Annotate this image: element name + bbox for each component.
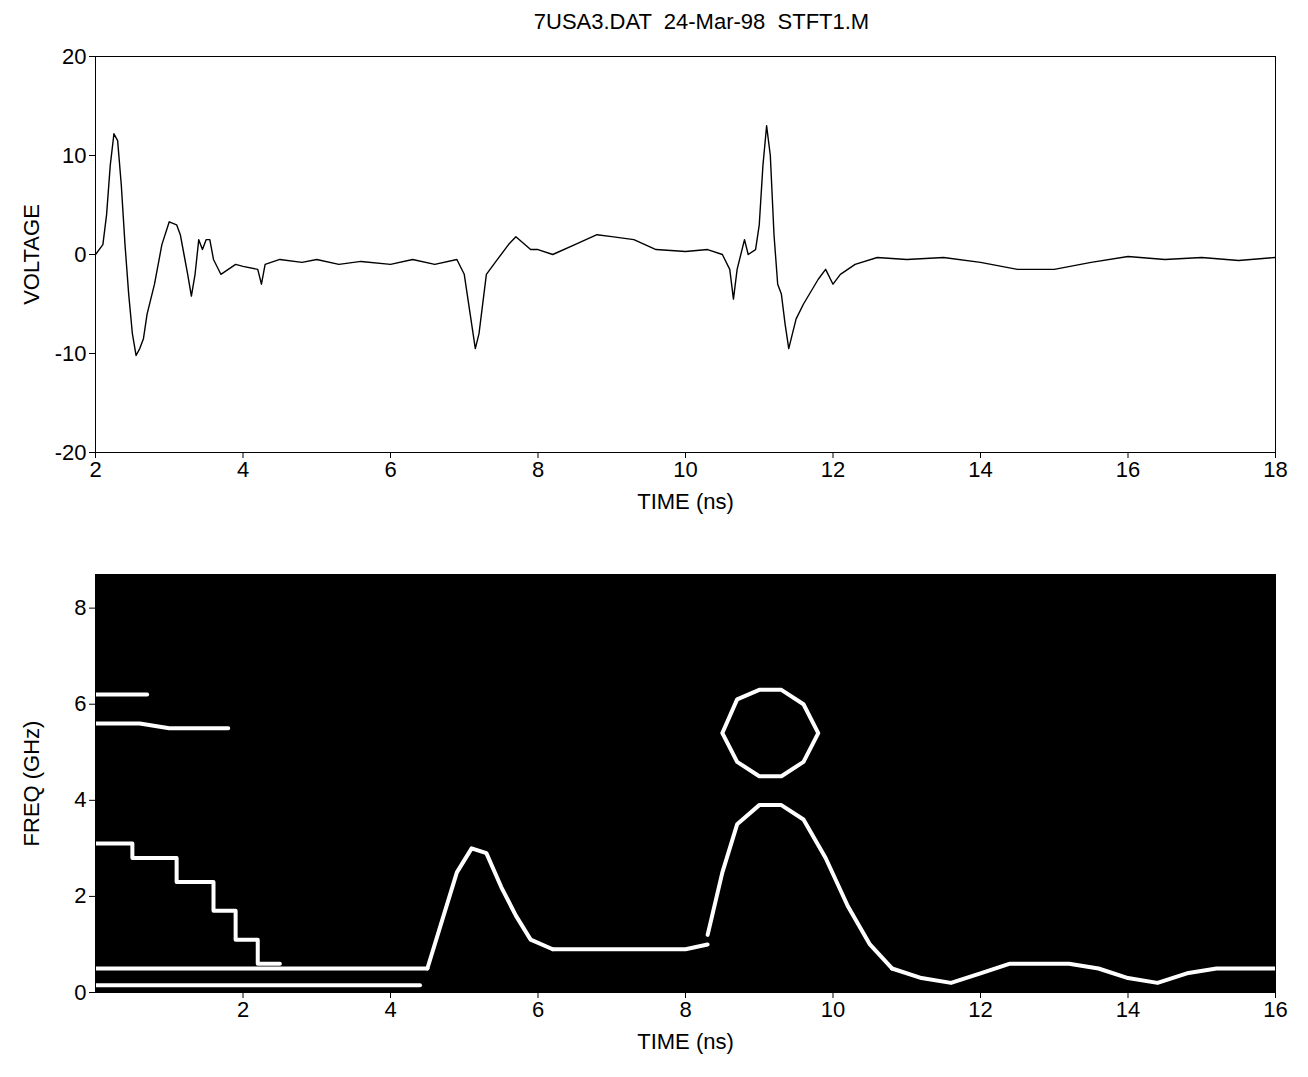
svg-text:0: 0 [74,242,86,267]
svg-text:2: 2 [74,883,86,908]
svg-text:12: 12 [821,457,845,482]
svg-text:TIME (ns): TIME (ns) [637,489,734,514]
svg-text:10: 10 [62,143,86,168]
svg-text:6: 6 [74,691,86,716]
svg-text:-20: -20 [55,440,87,465]
svg-text:6: 6 [384,457,396,482]
svg-text:8: 8 [679,997,691,1022]
svg-text:2: 2 [237,997,249,1022]
svg-text:4: 4 [384,997,396,1022]
svg-text:TIME (ns): TIME (ns) [637,1029,734,1054]
svg-text:16: 16 [1116,457,1140,482]
svg-text:0: 0 [74,980,86,1005]
svg-text:6: 6 [532,997,544,1022]
svg-text:4: 4 [74,787,86,812]
svg-text:2: 2 [89,457,101,482]
svg-text:18: 18 [1263,457,1287,482]
svg-text:10: 10 [821,997,845,1022]
svg-text:8: 8 [532,457,544,482]
svg-text:14: 14 [968,457,992,482]
svg-text:VOLTAGE: VOLTAGE [19,204,44,305]
svg-text:16: 16 [1263,997,1287,1022]
html-text:7USA3.DAT 24-Mar-98 STFT1.M: 7USA3.DAT 24-Mar-98 STFT1.M [533,9,870,34]
svg-text:8: 8 [74,595,86,620]
svg-text:FREQ (GHz): FREQ (GHz) [19,721,44,847]
svg-text:12: 12 [968,997,992,1022]
svg-text:4: 4 [237,457,249,482]
svg-text:20: 20 [62,44,86,69]
svg-text:14: 14 [1116,997,1140,1022]
svg-text:-10: -10 [55,341,87,366]
svg-text:10: 10 [673,457,697,482]
